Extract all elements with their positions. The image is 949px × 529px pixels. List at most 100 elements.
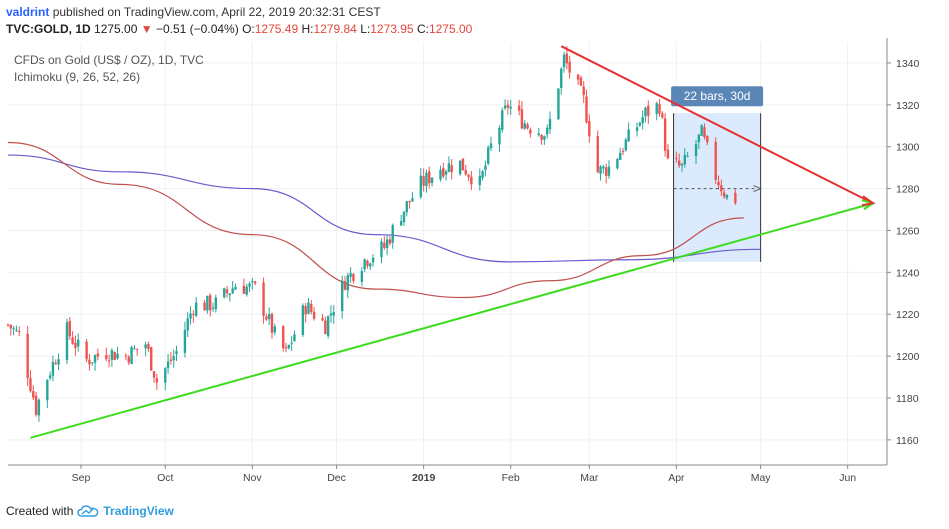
candle-body: [34, 395, 38, 415]
candle-body: [621, 150, 625, 152]
candle-body: [647, 105, 650, 116]
candle-body: [68, 320, 71, 337]
candle-body: [523, 123, 526, 129]
ma-blue-line: [7, 154, 761, 263]
candle-body: [655, 103, 658, 114]
candle-body: [540, 134, 543, 140]
candle-body: [484, 165, 487, 171]
candle-body: [270, 313, 274, 333]
candle-body: [385, 239, 389, 249]
candle-body: [242, 285, 246, 294]
candle-body: [520, 109, 524, 129]
candle-body: [635, 127, 639, 132]
ohlc-line: TVC:GOLD, 1D 1275.00 ▼ −0.51 (−0.04%) O:…: [6, 21, 472, 38]
candle-body: [661, 113, 664, 118]
y-tick-label: 1260: [896, 225, 920, 237]
candle-body: [245, 286, 248, 295]
author-name[interactable]: valdrint: [6, 5, 50, 19]
candle-body: [517, 105, 521, 111]
x-tick-label: Apr: [668, 472, 685, 484]
candle-body: [262, 282, 265, 316]
price-change: −0.51 (−0.04%): [155, 22, 239, 36]
candle-body: [369, 263, 372, 267]
candle-body: [352, 274, 355, 281]
tradingview-brand[interactable]: TradingView: [103, 504, 174, 518]
candle-body: [329, 313, 333, 316]
y-tick-label: 1320: [896, 100, 920, 112]
candles: [6, 46, 737, 422]
y-tick-label: 1280: [896, 184, 920, 196]
candle-body: [616, 158, 619, 169]
down-arrow-icon: ▼: [140, 22, 153, 36]
y-tick-label: 1220: [896, 309, 920, 321]
candle-body: [442, 167, 445, 177]
y-tick-label: 1300: [896, 142, 920, 154]
candle-body: [467, 174, 470, 178]
candle-body: [363, 259, 366, 270]
high-label: H:: [301, 22, 314, 36]
candle-body: [57, 359, 60, 365]
candle-body: [186, 318, 189, 331]
candle-body: [399, 221, 403, 226]
candle-body: [402, 211, 406, 223]
low-value: 1273.95: [370, 22, 414, 36]
x-tick-label: 2019: [412, 472, 436, 484]
candle-body: [388, 239, 392, 244]
candle-body: [734, 192, 737, 204]
x-tick-label: Jun: [839, 472, 856, 484]
candle-body: [683, 154, 687, 165]
candle-body: [498, 127, 501, 145]
candle-body: [588, 121, 591, 137]
candle-body: [411, 198, 414, 202]
candle-body: [602, 166, 605, 169]
candle-body: [183, 330, 187, 353]
candle-body: [619, 152, 622, 160]
candle-body: [720, 185, 723, 192]
candle-body: [560, 68, 563, 88]
candle-body: [192, 314, 195, 316]
date-range-box: [673, 113, 761, 262]
date-range-label: 22 bars, 30d: [684, 89, 751, 103]
candle-body: [26, 333, 29, 378]
candle-body: [85, 341, 88, 360]
candle-body: [529, 129, 532, 134]
candle-body: [489, 143, 493, 149]
candle-body: [526, 124, 529, 129]
candle-body: [644, 107, 647, 117]
candle-body: [110, 350, 114, 360]
candle-body: [46, 379, 49, 401]
high-value: 1279.84: [313, 22, 357, 36]
candle-body: [6, 324, 10, 326]
candle-body: [91, 362, 94, 364]
candle-body: [557, 88, 560, 120]
candle-body: [697, 134, 701, 143]
candle-body: [93, 355, 97, 363]
y-tick-label: 1180: [896, 393, 919, 405]
candle-body: [470, 176, 473, 185]
candle-body: [680, 163, 684, 166]
candle-body: [248, 283, 251, 287]
candle-body: [380, 241, 383, 258]
candle-body: [307, 302, 310, 314]
tradingview-cloud-icon: [77, 505, 99, 517]
candle-body: [51, 361, 55, 376]
candle-body: [422, 176, 425, 186]
candle-body: [596, 136, 599, 173]
candle-body: [166, 361, 170, 369]
candle-body: [430, 177, 434, 183]
candle-body: [267, 314, 271, 320]
candle-body: [15, 329, 18, 331]
candle-body: [714, 141, 717, 180]
candle-body: [29, 378, 32, 392]
candle-body: [12, 328, 15, 330]
candle-body: [439, 169, 442, 180]
legend-indicator: Ichimoku (9, 26, 52, 26): [14, 70, 140, 84]
candle-body: [703, 127, 706, 138]
candle-body: [458, 160, 462, 175]
candle-body: [164, 368, 167, 383]
last-price: 1275.00: [94, 22, 138, 36]
candle-body: [346, 275, 350, 291]
support-trendline: [30, 202, 874, 439]
